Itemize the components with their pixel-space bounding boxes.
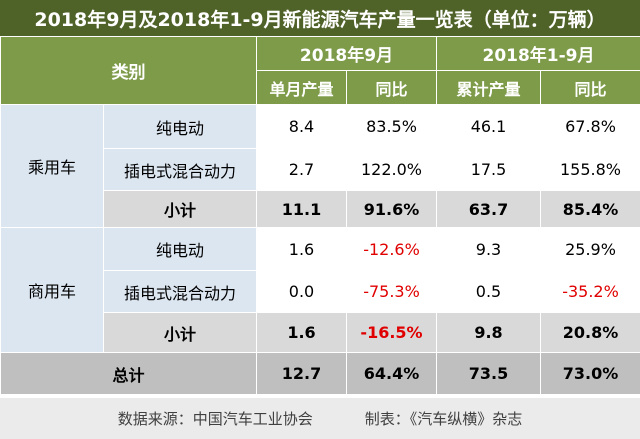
yoy1-cell: -16.5% — [346, 312, 437, 353]
cumulative-cell: 73.5 — [436, 352, 541, 395]
yoy2-cell: 85.4% — [540, 190, 640, 228]
total-row: 总计 12.7 64.4% 73.5 73.0% — [0, 352, 640, 395]
monthly-cell: 8.4 — [256, 104, 347, 149]
monthly-cell: 1.6 — [256, 312, 347, 353]
group-label: 商用车 — [0, 227, 104, 353]
monthly-cell: 12.7 — [256, 352, 347, 395]
cumulative-cell: 17.5 — [436, 148, 541, 191]
cumulative-header: 累计产量 — [436, 70, 541, 105]
table-row: 插电式混合动力 0.0 -75.3% 0.5 -35.2% — [1, 270, 640, 313]
monthly-header: 单月产量 — [256, 70, 347, 105]
yoy1-cell: -75.3% — [346, 270, 437, 313]
yoy1-header: 同比 — [346, 70, 437, 105]
yoy2-cell: 73.0% — [540, 352, 640, 395]
yoy2-cell: 67.8% — [540, 104, 640, 149]
table-footer: 数据来源：中国汽车工业协会 制表：《汽车纵横》杂志 — [0, 398, 640, 439]
cumulative-cell: 0.5 — [436, 270, 541, 313]
table-title: 2018年9月及2018年1-9月新能源汽车产量一览表（单位：万辆） — [0, 0, 640, 36]
table-row: 乘用车 纯电动 8.4 83.5% 46.1 67.8% — [0, 104, 640, 228]
cumulative-cell: 9.8 — [436, 312, 541, 353]
subtotal-label: 小计 — [103, 190, 257, 228]
period1-header: 2018年9月 — [256, 36, 437, 71]
yoy2-header: 同比 — [540, 70, 640, 105]
yoy1-cell: -12.6% — [346, 227, 437, 271]
yoy2-cell: -35.2% — [540, 270, 640, 313]
type-cell: 插电式混合动力 — [103, 148, 257, 191]
monthly-cell: 11.1 — [256, 190, 347, 228]
subtotal-label: 小计 — [103, 312, 257, 353]
table-row: 插电式混合动力 2.7 122.0% 17.5 155.8% — [1, 148, 640, 191]
table-row: 商用车 纯电动 1.6 -12.6% 9.3 25.9% — [0, 227, 640, 353]
yoy1-cell: 64.4% — [346, 352, 437, 395]
yoy1-cell: 122.0% — [346, 148, 437, 191]
source-note: 数据来源：中国汽车工业协会 — [117, 410, 313, 428]
yoy2-cell: 25.9% — [540, 227, 640, 271]
yoy1-cell: 83.5% — [346, 104, 437, 149]
maker-note: 制表：《汽车纵横》杂志 — [364, 410, 523, 428]
yoy1-cell: 91.6% — [346, 190, 437, 228]
category-header: 类别 — [0, 36, 257, 105]
yoy2-cell: 20.8% — [540, 312, 640, 353]
cumulative-cell: 63.7 — [436, 190, 541, 228]
monthly-cell: 0.0 — [256, 270, 347, 313]
yoy2-cell: 155.8% — [540, 148, 640, 191]
cumulative-cell: 46.1 — [436, 104, 541, 149]
type-cell: 纯电动 — [103, 104, 257, 149]
period2-header: 2018年1-9月 — [436, 36, 640, 71]
monthly-cell: 1.6 — [256, 227, 347, 271]
type-cell: 纯电动 — [103, 227, 257, 271]
total-label: 总计 — [0, 352, 257, 395]
group-label: 乘用车 — [0, 104, 104, 228]
header-row-columns: 单月产量 同比 累计产量 同比 — [1, 70, 640, 105]
cumulative-cell: 9.3 — [436, 227, 541, 271]
subtotal-row: 小计 11.1 91.6% 63.7 85.4% — [1, 190, 640, 228]
production-table: 类别 2018年9月 2018年1-9月 单月产量 同比 累计产量 同比 乘用车… — [0, 36, 640, 395]
subtotal-row: 小计 1.6 -16.5% 9.8 20.8% — [1, 312, 640, 353]
type-cell: 插电式混合动力 — [103, 270, 257, 313]
monthly-cell: 2.7 — [256, 148, 347, 191]
header-row-periods: 类别 2018年9月 2018年1-9月 — [0, 36, 640, 105]
